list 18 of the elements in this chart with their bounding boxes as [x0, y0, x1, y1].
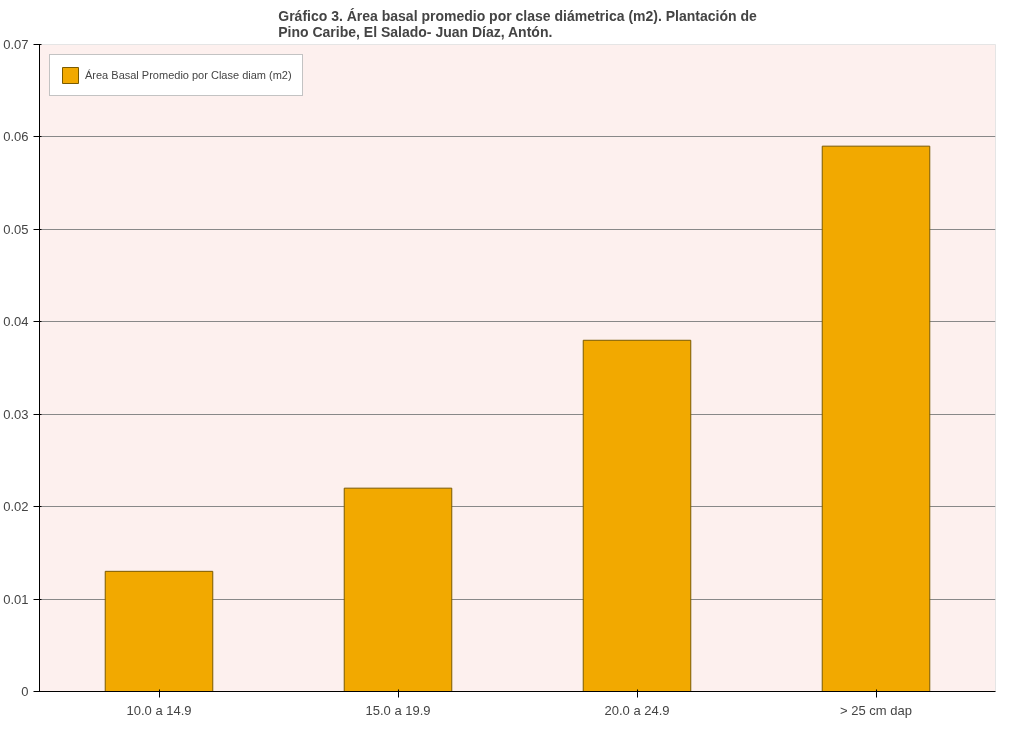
y-tick-label: 0.02: [3, 499, 29, 515]
y-tick-label: 0.03: [3, 406, 29, 422]
x-tick-label: 10.0 a 14.9: [126, 702, 192, 718]
y-tick-label: 0.04: [3, 314, 29, 330]
bar: [343, 487, 453, 692]
x-tick-label: > 25 cm dap: [840, 702, 912, 718]
x-tick-label: 20.0 a 24.9: [604, 702, 670, 718]
chart-title: Gráfico 3. Área basal promedio por clase diámetrica (m2). Plantación de Pino Caribe, El Salado- Juan Díaz, Antón.: [278, 7, 757, 40]
bar: [582, 339, 692, 692]
y-tick-label: 0.07: [3, 37, 29, 52]
legend-label: Área Basal Promedio por Clase diam (m2): [85, 69, 292, 81]
x-tick-label: 15.0 a 19.9: [365, 702, 431, 718]
bar: [104, 570, 214, 692]
y-tick-label: 0: [21, 684, 29, 699]
y-tick-label: 0.01: [3, 591, 29, 607]
bar: [821, 145, 931, 692]
y-tick-label: 0.06: [3, 129, 29, 145]
y-tick-label: 0.05: [3, 221, 29, 237]
